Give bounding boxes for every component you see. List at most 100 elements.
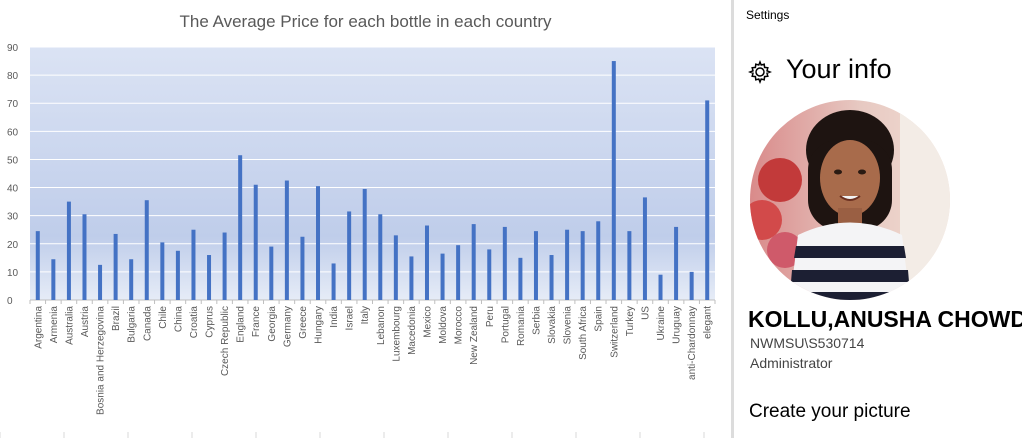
y-tick-label: 0: [7, 296, 13, 307]
bar-bulgaria: [129, 259, 134, 300]
bar-greece: [300, 236, 305, 300]
bar-chart: 0 10 20 30 40 50 60 70 80 90 Argentina Armenia Austr…: [0, 43, 716, 438]
bar-armenia: [51, 259, 56, 300]
x-tick-label: Australia: [64, 306, 75, 345]
x-tick-label: Israel: [345, 306, 356, 330]
bar-anti-chardonnay: [689, 271, 694, 300]
x-tick-label: Austria: [80, 306, 91, 338]
bar-france: [253, 184, 258, 300]
x-tick-label: Moldova: [438, 306, 449, 344]
bar-croatia: [191, 229, 196, 300]
bar-italy: [362, 188, 367, 300]
x-tick-label: Armenia: [49, 306, 60, 344]
x-tick-label: South Africa: [578, 306, 589, 360]
bar-us: [642, 197, 647, 300]
x-tick-label: anti-Chardonnay: [687, 306, 698, 380]
chart-title: The Average Price for each bottle in eac…: [179, 12, 552, 31]
bar-brazil: [113, 233, 118, 300]
bar-georgia: [269, 246, 274, 300]
x-tick-label: Greece: [298, 306, 309, 339]
x-tick-label: India: [329, 306, 340, 328]
bar-spain: [596, 221, 601, 300]
bar-argentina: [35, 231, 40, 300]
x-tick-label: Macedonia: [407, 306, 418, 355]
y-tick-label: 20: [7, 240, 19, 251]
bar-slovenia: [565, 229, 570, 300]
bar-england: [238, 155, 243, 300]
avatar[interactable]: [750, 100, 950, 300]
x-tick-label: Mexico: [422, 306, 433, 338]
x-tick-label: Slovenia: [563, 306, 574, 345]
x-tick-label: Turkey: [625, 306, 636, 336]
x-tick-label: Uruguay: [672, 306, 683, 344]
bar-austria: [82, 214, 87, 300]
bar-macedonia: [409, 256, 414, 300]
y-tick-label: 70: [7, 99, 19, 110]
x-tick-label: Lebanon: [376, 306, 387, 345]
x-tick-label: elegant: [703, 306, 714, 339]
x-tick-label: Bulgaria: [127, 306, 138, 343]
plot-area: [30, 47, 715, 300]
bar-elegant: [705, 100, 710, 301]
bar-germany: [284, 180, 289, 300]
bar-turkey: [627, 231, 632, 300]
x-tick-label: Serbia: [531, 306, 542, 335]
bar-portugal: [502, 226, 507, 300]
settings-pane: Settings Your info: [734, 0, 1022, 438]
x-tick-label: Luxembourg: [391, 306, 402, 362]
bar-luxembourg: [393, 235, 398, 300]
y-tick-label: 40: [7, 184, 19, 195]
bar-switzerland: [611, 61, 616, 300]
x-tick-label: Morocco: [454, 306, 465, 345]
x-tick-label: US: [640, 306, 651, 320]
y-tick-label: 30: [7, 212, 19, 223]
x-tick-label: Italy: [360, 306, 371, 324]
user-name: KOLLU,ANUSHA CHOWDARY: [748, 306, 1022, 332]
bar-mexico: [424, 225, 429, 300]
x-tick-label: Peru: [485, 306, 496, 327]
bar-romania: [518, 257, 523, 300]
user-role: Administrator: [750, 355, 833, 371]
x-tick-label: China: [173, 306, 184, 333]
bar-bosnia-and-herzegovina: [98, 264, 103, 300]
y-tick-label: 50: [7, 155, 19, 166]
bar-india: [331, 263, 336, 300]
x-tick-label: Bosnia and Herzegovina: [96, 306, 107, 415]
bar-lebanon: [378, 214, 383, 300]
pane-divider[interactable]: [731, 0, 734, 438]
chart-pane: 0 10 20 30 40 50 60 70 80 90 Argentina Armenia Austr…: [0, 12, 716, 438]
bar-new-zealand: [471, 224, 476, 300]
x-tick-label: France: [251, 306, 262, 338]
x-tick-label: Chile: [158, 306, 169, 329]
y-tick-label: 80: [7, 71, 19, 82]
x-tick-label: Slovakia: [547, 306, 558, 344]
x-tick-label: Switzerland: [609, 306, 620, 358]
x-tick-label: New Zealand: [469, 306, 480, 365]
x-tick-label: Ukraine: [656, 306, 667, 341]
bar-uruguay: [674, 226, 679, 300]
bar-australia: [66, 201, 71, 300]
y-tick-label: 10: [7, 268, 19, 279]
x-tick-label: Czech Republic: [220, 306, 231, 376]
bar-morocco: [456, 245, 461, 300]
x-tick-label: Brazil: [111, 306, 122, 331]
y-tick-label: 60: [7, 127, 19, 138]
x-tick-label: Hungary: [314, 306, 325, 344]
x-tick-label: Romania: [516, 306, 527, 346]
y-tick-label: 90: [7, 43, 19, 54]
bar-peru: [487, 249, 492, 300]
bar-cyprus: [207, 255, 212, 300]
gear-icon: [748, 60, 772, 84]
bar-israel: [347, 211, 352, 300]
bar-south-africa: [580, 231, 585, 300]
x-tick-label: Spain: [594, 306, 605, 332]
x-tick-label: England: [236, 306, 247, 343]
bar-slovakia: [549, 255, 554, 300]
bar-ukraine: [658, 274, 663, 300]
user-account: NWMSU\S530714: [750, 335, 865, 351]
x-tick-label: Portugal: [500, 306, 511, 343]
x-tick-label: Argentina: [33, 306, 44, 349]
bar-moldova: [440, 253, 445, 300]
bar-chile: [160, 242, 165, 300]
bar-canada: [144, 200, 149, 300]
